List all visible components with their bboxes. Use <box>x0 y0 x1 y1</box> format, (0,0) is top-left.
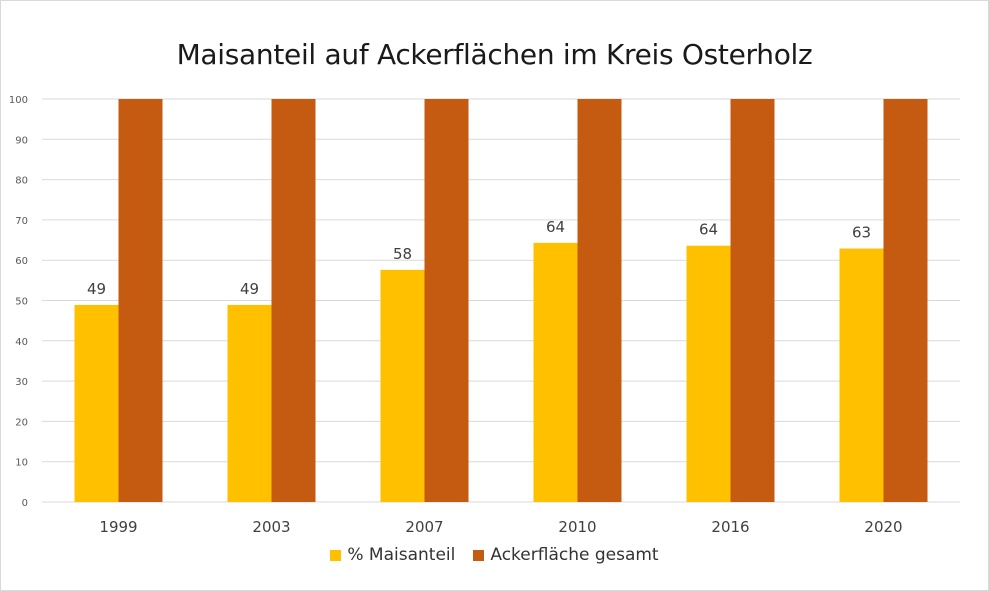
y-tick-label: 60 <box>15 256 28 267</box>
legend-item-maisanteil: % Maisanteil <box>330 545 455 565</box>
data-label: 63 <box>852 224 871 242</box>
bar-maisanteil <box>227 304 272 502</box>
y-tick-label: 80 <box>15 176 28 187</box>
y-tick-label: 10 <box>15 458 28 469</box>
bar-maisanteil <box>686 245 731 502</box>
y-tick-label: 100 <box>9 95 28 106</box>
legend-label-maisanteil: % Maisanteil <box>347 545 456 565</box>
legend: % Maisanteil Ackerfläche gesamt <box>0 545 989 565</box>
y-tick-label: 50 <box>15 297 28 308</box>
y-tick-label: 30 <box>15 377 28 388</box>
data-label: 49 <box>240 280 259 298</box>
data-label: 64 <box>699 221 718 239</box>
x-tick-label: 2020 <box>864 518 902 536</box>
x-tick-label: 2003 <box>252 518 290 536</box>
bar-ackerflaeche <box>577 99 622 502</box>
y-tick-label: 70 <box>15 216 28 227</box>
bar-maisanteil <box>74 304 119 502</box>
data-label: 64 <box>546 218 565 236</box>
bar-ackerflaeche <box>271 99 316 502</box>
y-tick-label: 90 <box>15 135 28 146</box>
x-tick-label: 2010 <box>558 518 596 536</box>
data-label: 58 <box>393 245 412 263</box>
legend-swatch-maisanteil <box>330 549 342 561</box>
bar-maisanteil <box>839 248 884 502</box>
y-tick-label: 40 <box>15 337 28 348</box>
bar-maisanteil <box>380 269 425 502</box>
y-tick-label: 20 <box>15 417 28 428</box>
bar-ackerflaeche <box>118 99 163 502</box>
legend-label-ackerflaeche: Ackerfläche gesamt <box>490 545 659 565</box>
x-tick-label: 2007 <box>405 518 443 536</box>
data-label: 49 <box>87 280 106 298</box>
bar-ackerflaeche <box>424 99 469 502</box>
legend-item-ackerflaeche: Ackerfläche gesamt <box>473 545 659 565</box>
x-tick-label: 2016 <box>711 518 749 536</box>
legend-swatch-ackerflaeche <box>473 549 485 561</box>
x-tick-label: 1999 <box>99 518 137 536</box>
y-tick-label: 0 <box>22 498 28 509</box>
chart-title: Maisanteil auf Ackerflächen im Kreis Ost… <box>176 38 813 71</box>
bar-ackerflaeche <box>883 99 928 502</box>
bar-ackerflaeche <box>730 99 775 502</box>
bar-maisanteil <box>533 242 578 502</box>
